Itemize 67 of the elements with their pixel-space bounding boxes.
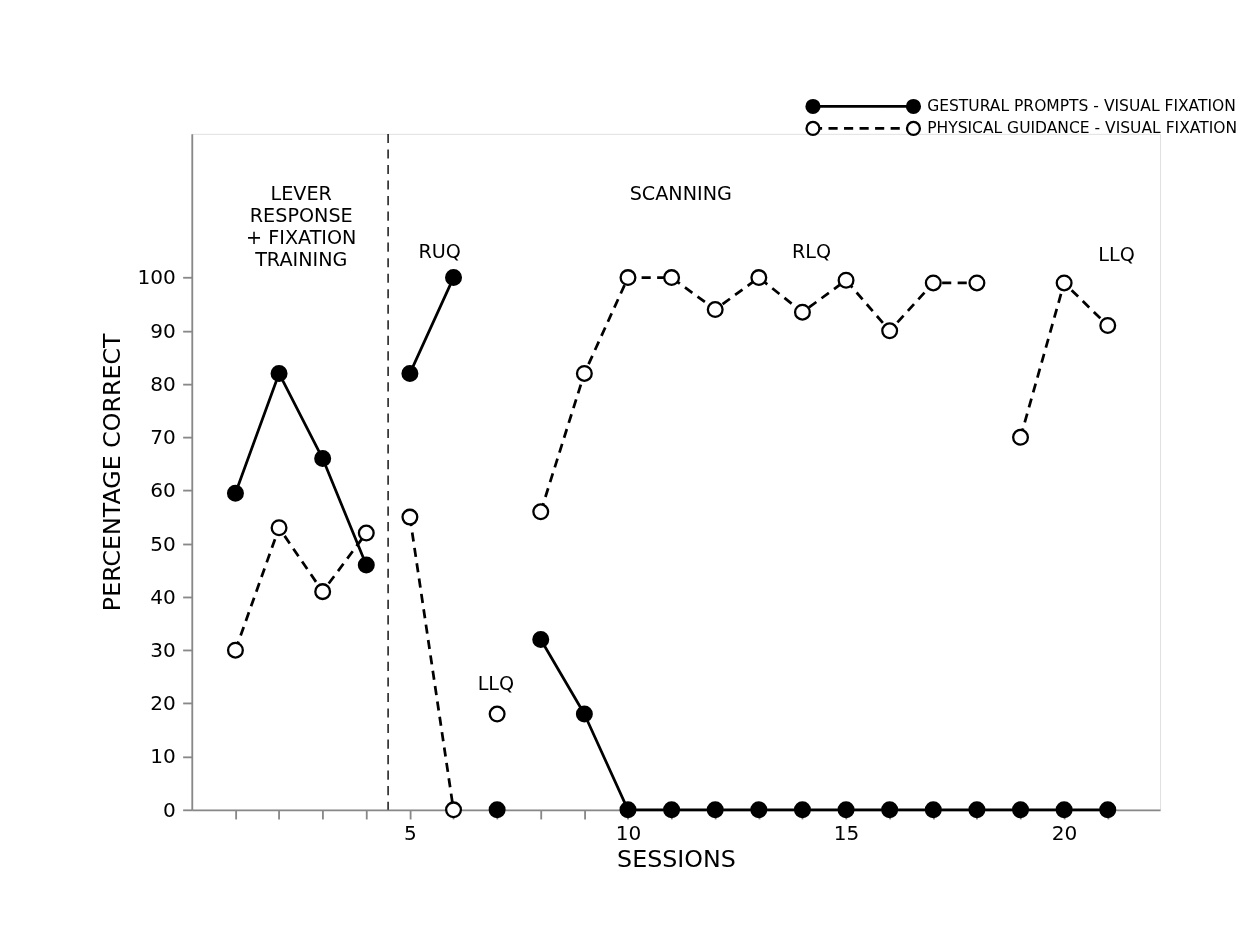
x-tick-label: 20 <box>1051 821 1078 846</box>
x-tick-label: 10 <box>615 821 642 846</box>
point <box>1012 801 1030 819</box>
point <box>226 641 244 659</box>
point <box>532 503 550 521</box>
point <box>837 801 855 819</box>
point <box>750 269 768 287</box>
point <box>793 801 811 819</box>
point <box>881 801 899 819</box>
point <box>1012 428 1030 446</box>
point <box>270 364 288 382</box>
point <box>401 508 419 526</box>
y-tick-label: 90 <box>150 318 176 343</box>
point <box>1099 801 1117 819</box>
point <box>226 484 244 502</box>
y-tick-label: 60 <box>150 478 176 503</box>
x-tick-label: 5 <box>403 821 417 846</box>
legend-label: GESTURAL PROMPTS - VISUAL FIXATION <box>927 97 1236 116</box>
y-tick-label: 70 <box>150 425 176 450</box>
y-axis-title: PERCENTAGE CORRECT <box>98 333 127 612</box>
point <box>619 801 637 819</box>
point <box>706 301 724 319</box>
point <box>619 269 637 287</box>
point <box>793 303 811 321</box>
annotation: LEVER RESPONSE + FIXATION TRAINING <box>246 182 357 271</box>
point <box>445 801 463 819</box>
annotation: LLQ <box>477 672 515 696</box>
point <box>575 705 593 723</box>
point <box>532 631 550 649</box>
y-tick-label: 30 <box>150 638 176 663</box>
y-tick-label: 100 <box>137 265 176 290</box>
point <box>314 450 332 468</box>
y-tick-label: 20 <box>150 691 176 716</box>
y-tick-label: 40 <box>150 584 176 609</box>
x-axis-title: SESSIONS <box>617 844 736 873</box>
y-tick-label: 80 <box>150 371 176 396</box>
annotation: RUQ <box>418 239 461 263</box>
x-tick-label: 15 <box>833 821 860 846</box>
point <box>924 274 942 292</box>
point <box>270 519 288 537</box>
point <box>968 274 986 292</box>
point <box>445 269 463 287</box>
point <box>1055 274 1073 292</box>
point <box>357 524 375 542</box>
point <box>750 801 768 819</box>
point <box>968 801 986 819</box>
annotation: SCANNING <box>629 182 732 206</box>
point <box>924 801 942 819</box>
point <box>1055 801 1073 819</box>
point <box>706 801 724 819</box>
point <box>663 269 681 287</box>
point <box>314 583 332 601</box>
legend-label: PHYSICAL GUIDANCE - VISUAL FIXATION <box>927 118 1238 137</box>
y-tick-label: 10 <box>150 744 176 769</box>
annotation: RLQ <box>791 239 832 263</box>
point <box>663 801 681 819</box>
point <box>1099 317 1117 334</box>
point <box>837 271 855 289</box>
y-tick-label: 0 <box>163 797 176 822</box>
point <box>488 801 506 819</box>
point <box>401 364 419 382</box>
point <box>488 705 506 723</box>
point <box>357 556 375 574</box>
point <box>881 322 899 340</box>
y-tick-label: 50 <box>150 531 176 556</box>
point <box>575 364 593 382</box>
annotation: LLQ <box>1098 242 1135 266</box>
